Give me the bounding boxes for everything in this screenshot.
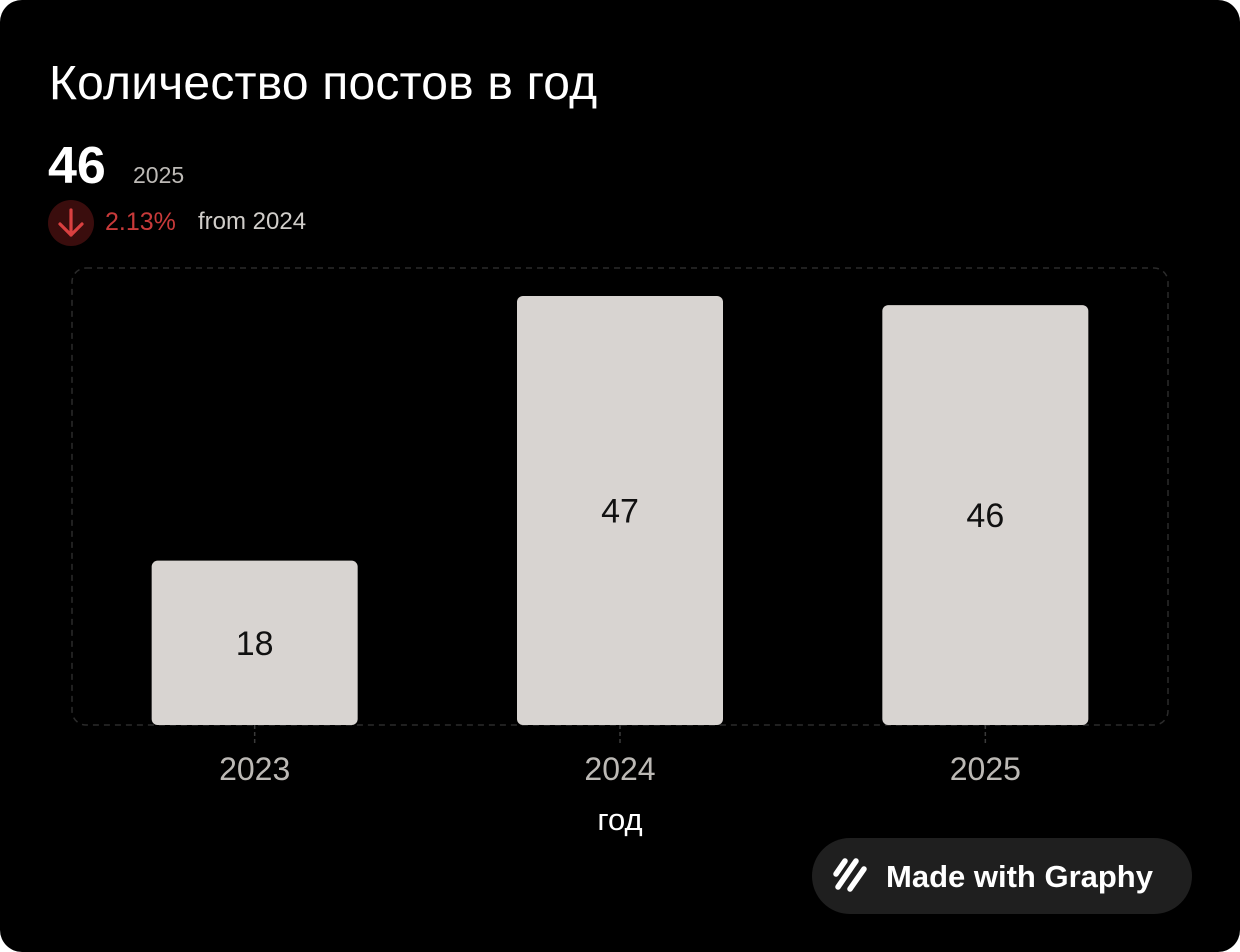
data-label-2024: 47 xyxy=(601,492,639,530)
data-label-2023: 18 xyxy=(236,625,274,663)
badge-label: Made with Graphy xyxy=(886,859,1153,894)
bar-2024 xyxy=(517,295,723,725)
arrow-down-icon xyxy=(48,200,94,246)
bar-2025 xyxy=(882,305,1089,725)
x-tick-label-2025: 2025 xyxy=(950,751,1021,787)
x-tick-label-2023: 2023 xyxy=(219,751,290,787)
kpi-period: 2025 xyxy=(133,162,185,188)
plot-area-frame xyxy=(71,267,1169,726)
kpi-value: 46 xyxy=(48,137,106,195)
x-axis-label: год xyxy=(597,802,642,837)
made-with-graphy-badge[interactable]: Made with Graphy xyxy=(812,838,1192,914)
kpi-change-percent: 2.13% xyxy=(105,208,176,236)
bar-2023 xyxy=(151,560,358,725)
graphy-logo-icon xyxy=(833,858,867,892)
x-tick-label-2024: 2024 xyxy=(584,751,655,787)
kpi-change-from: from 2024 xyxy=(198,208,307,235)
data-label-2025: 46 xyxy=(966,497,1004,535)
chart-title: Количество постов в год xyxy=(49,57,598,110)
